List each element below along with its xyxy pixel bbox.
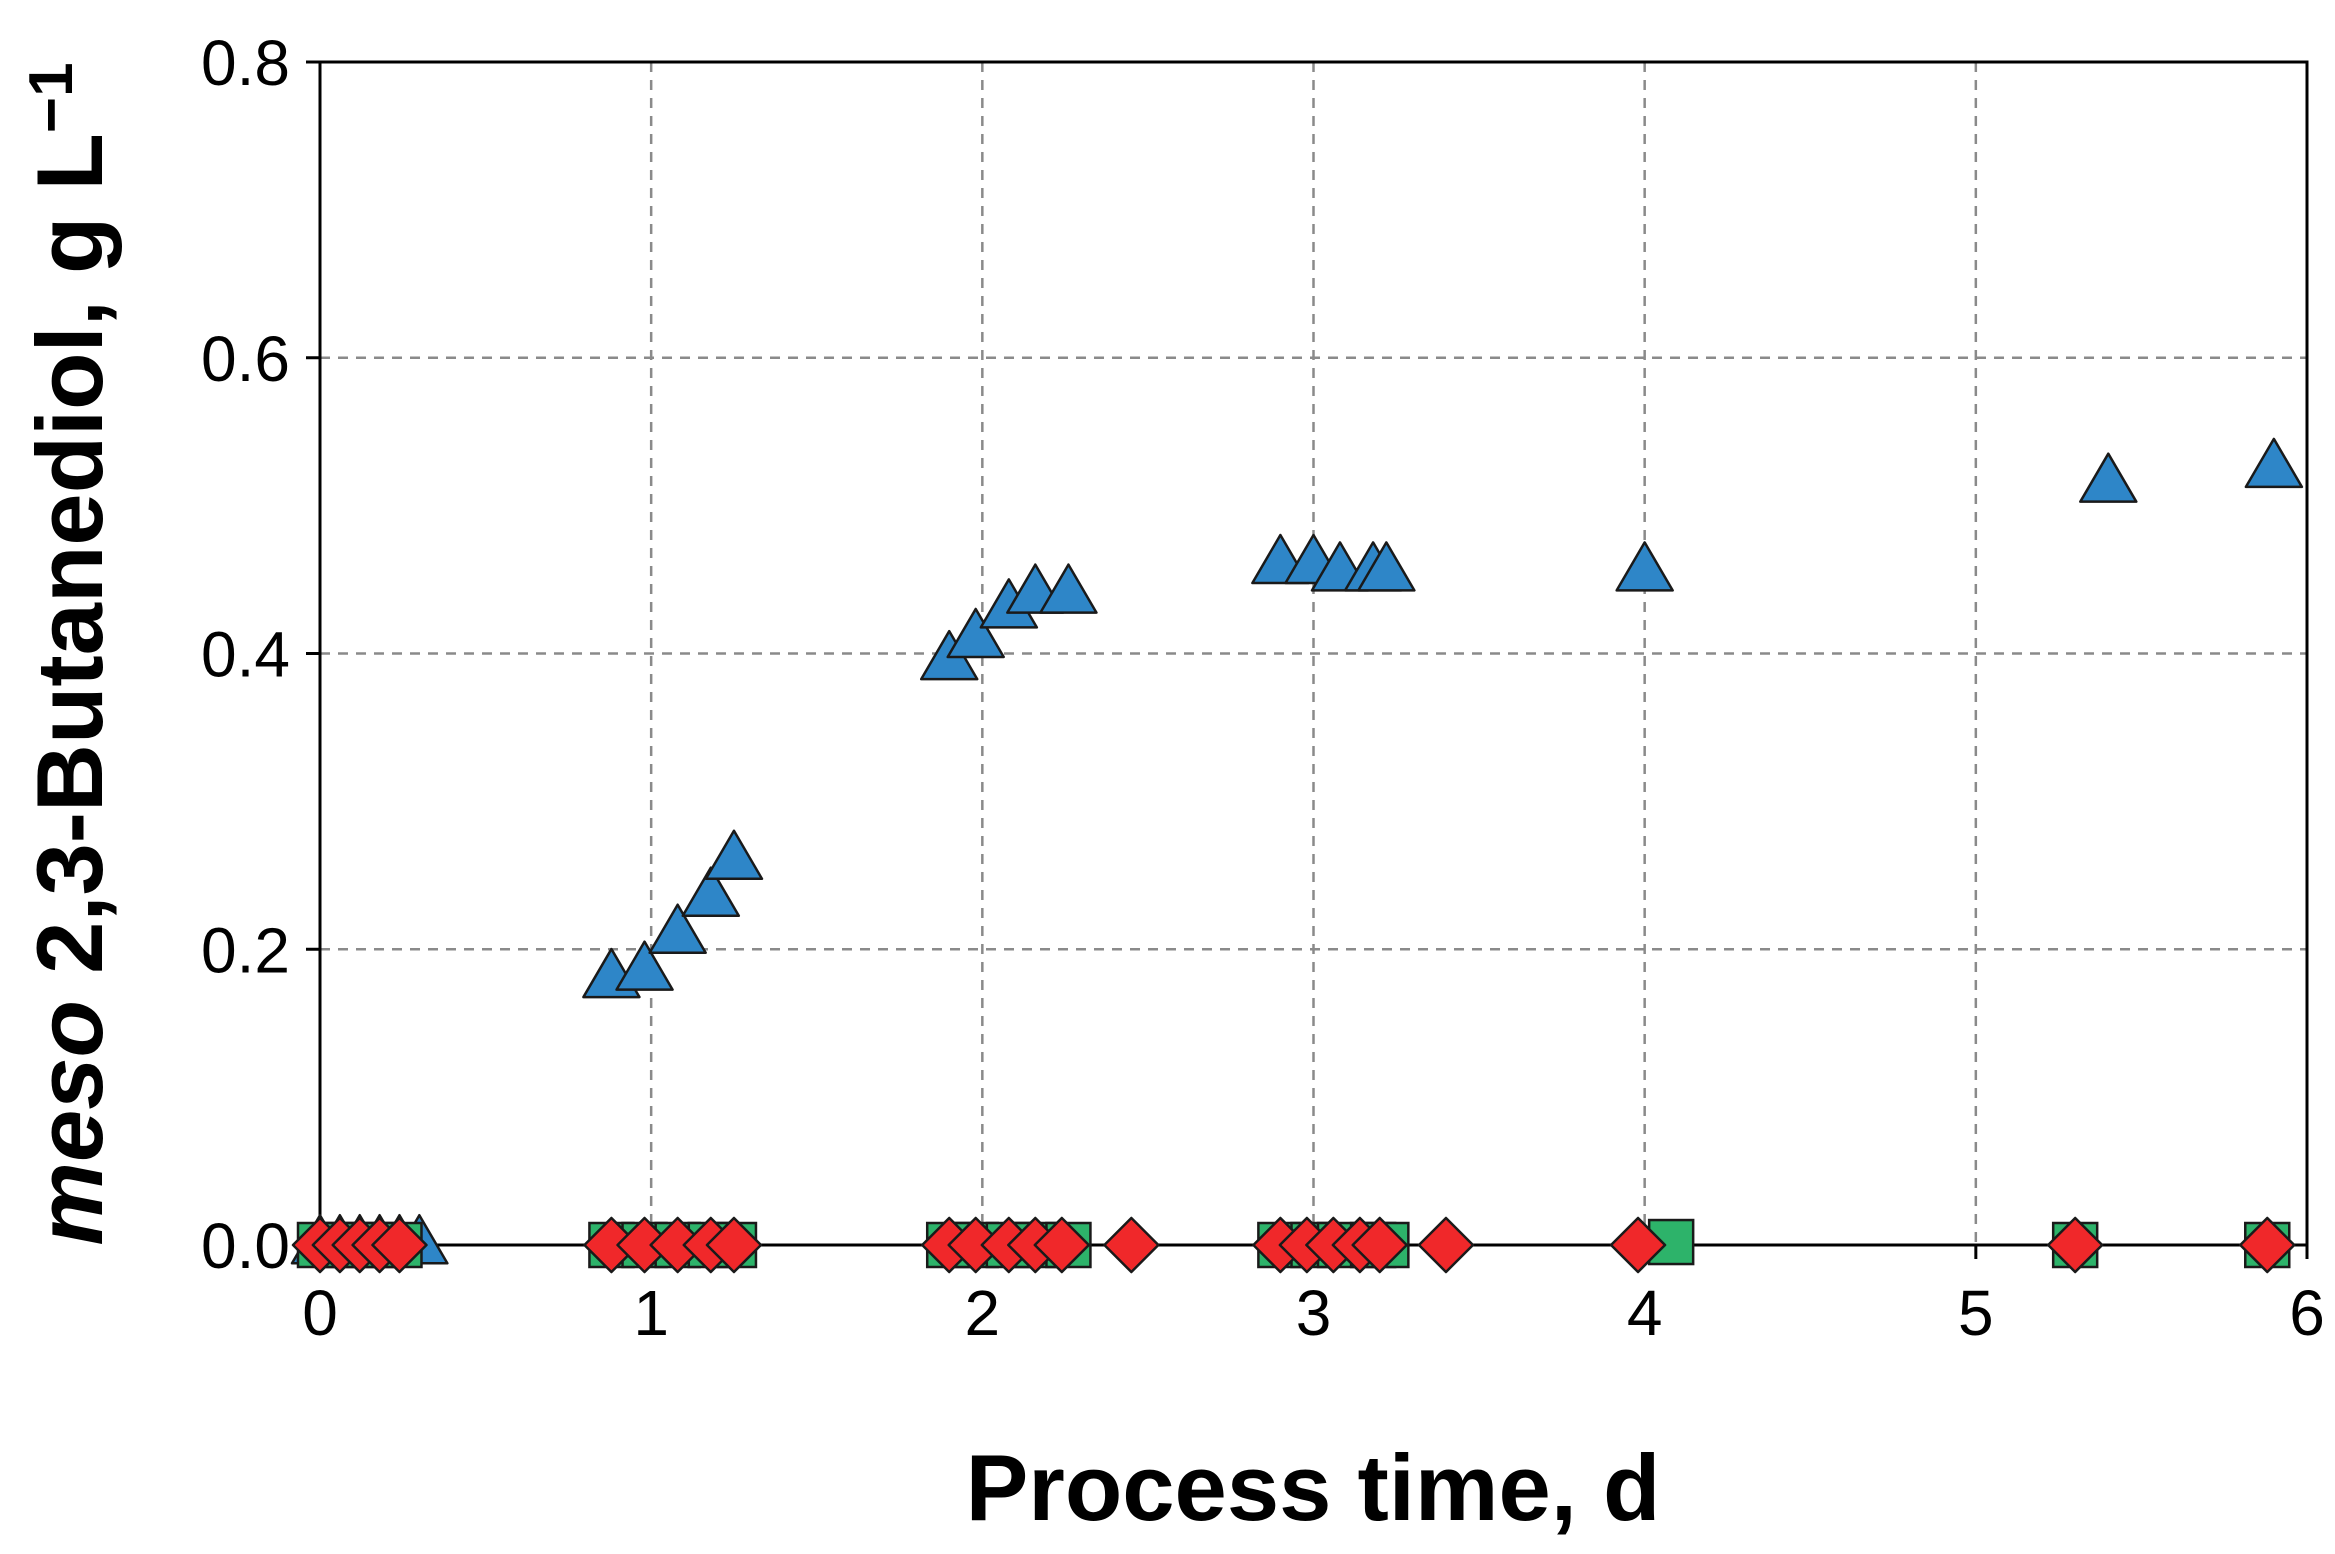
axis-ticks xyxy=(306,60,2309,1259)
y-tick-label: 0.8 xyxy=(201,27,290,99)
y-tick-label: 0.6 xyxy=(201,323,290,395)
diamond-marker xyxy=(2239,1216,2296,1274)
diamond-marker xyxy=(1351,1216,1408,1274)
x-axis-title: Process time, d xyxy=(966,1435,1661,1540)
y-tick-label: 0.0 xyxy=(201,1210,290,1282)
x-tick-label: 4 xyxy=(1627,1277,1663,1349)
y-axis-title-superscript: −1 xyxy=(17,62,86,133)
y-tick-label: 0.2 xyxy=(201,914,290,986)
diamond-marker xyxy=(705,1216,763,1274)
triangle-marker xyxy=(946,607,1005,659)
triangle-marker xyxy=(2244,437,2304,489)
diamond-marker xyxy=(1033,1216,1091,1274)
diamond-marker xyxy=(2046,1216,2104,1274)
triangle-marker xyxy=(615,940,674,991)
gridlines xyxy=(320,62,2307,1245)
x-tick-label: 2 xyxy=(965,1277,1001,1349)
triangle-marker xyxy=(1039,563,1098,614)
y-axis-title: meso 2,3-Butanediol, g L−1 xyxy=(17,62,122,1245)
tick-labels: 0 1 2 3 4 5 6 0.0 0.2 0.4 0.6 0.8 xyxy=(201,27,2325,1349)
diamond-marker xyxy=(1417,1216,1475,1274)
diamond-marker xyxy=(1609,1216,1667,1274)
triangle-marker xyxy=(681,866,741,917)
x-tick-label: 0 xyxy=(302,1277,338,1349)
diamond-marker xyxy=(371,1216,428,1274)
triangle-marker xyxy=(1357,541,1416,592)
y-axis-title-italic: meso xyxy=(17,1000,122,1246)
x-tick-label: 6 xyxy=(2289,1277,2325,1349)
x-tick-label: 5 xyxy=(1958,1277,1994,1349)
y-axis-title-main: 2,3-Butanediol, g L xyxy=(17,133,122,1000)
diamond-marker xyxy=(1103,1216,1160,1274)
triangle-marker xyxy=(704,829,764,881)
triangle-marker xyxy=(648,903,707,954)
x-tick-label: 3 xyxy=(1296,1277,1332,1349)
data-markers xyxy=(290,437,2304,1274)
x-tick-label: 1 xyxy=(633,1277,669,1349)
triangle-marker xyxy=(2079,452,2138,503)
triangle-marker xyxy=(1615,541,1674,592)
y-tick-label: 0.4 xyxy=(201,619,290,691)
